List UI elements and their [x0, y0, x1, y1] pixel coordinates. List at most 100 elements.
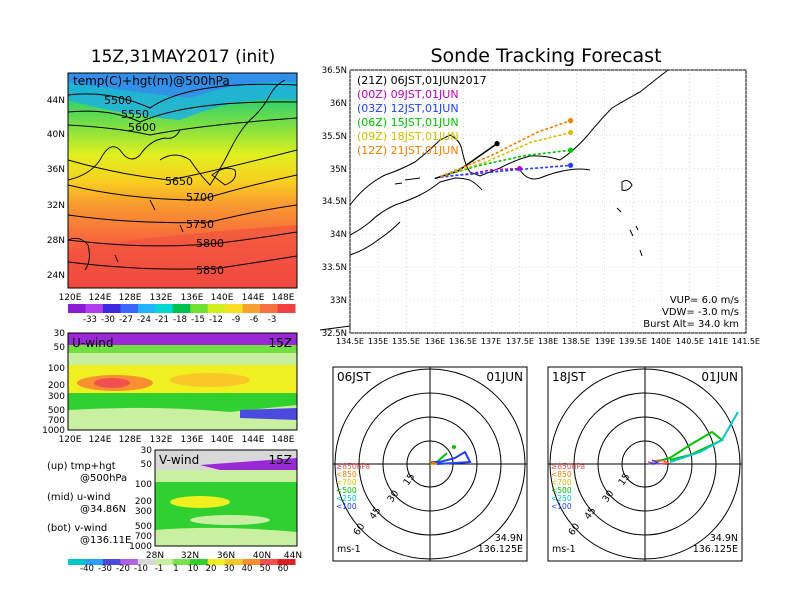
- p-tick: 200: [48, 381, 65, 391]
- p-tick: 300: [135, 507, 152, 517]
- vdw-param: VDW= -3.0 m/s: [662, 307, 739, 318]
- lat-tick: 44N: [47, 96, 65, 106]
- track-line: [440, 164, 571, 178]
- hodo-time: 18JST: [552, 370, 586, 384]
- lat-tick: 35N: [330, 165, 347, 175]
- colorbar-swatch: [155, 304, 174, 313]
- track-endpoint: [568, 147, 574, 153]
- uwind-time: 15Z: [269, 336, 293, 350]
- colorbar-swatch: [190, 559, 209, 565]
- level-lt500: <500: [336, 486, 357, 495]
- lat-tick: 36.5N: [322, 66, 347, 76]
- contour-label: 5550: [121, 108, 149, 121]
- uwind-p-ticks: 30 50 100 200 300 500 700 1000: [42, 329, 65, 436]
- track-line: [440, 167, 520, 178]
- colorbar-swatch: [225, 559, 244, 565]
- colorbar-label: -30: [98, 564, 112, 574]
- hodo-levels: ≥850hPa <850 <700 <500 <250 <100: [336, 462, 370, 511]
- lon-tick: 140.5E: [676, 337, 704, 346]
- hodo-unit: ms-1: [552, 544, 576, 555]
- lat-tick: 40N: [47, 130, 65, 140]
- colorbar-label: -27: [119, 315, 133, 325]
- colorbar-swatch: [120, 304, 139, 313]
- track-lon-ticks: 134.5E 135E 135.5E 136E 136.5E 137E 137.…: [336, 337, 760, 346]
- track-endpoint: [568, 129, 574, 136]
- colorbar-swatch: [120, 559, 139, 565]
- contour-label: 5800: [196, 237, 224, 250]
- legend-up-1: (up) tmp+hgt: [47, 461, 116, 472]
- hodo-unit: ms-1: [337, 544, 361, 555]
- colorbar-label: 50: [260, 564, 271, 574]
- hodo-lat: 34.9N: [495, 533, 523, 544]
- level-lt500: <500: [551, 486, 572, 495]
- lat-tick: 36N: [47, 165, 65, 175]
- contour-label: 5500: [104, 94, 132, 107]
- lat-tick: 34N: [330, 230, 347, 240]
- hodo-point: [452, 445, 456, 449]
- contour-label: 5850: [196, 264, 224, 277]
- colorbar-label: -30: [101, 315, 115, 325]
- p-tick: 100: [48, 364, 65, 374]
- colorbar-label: -40: [80, 564, 94, 574]
- hodo-time: 06JST: [337, 370, 371, 384]
- level-lt250: <250: [336, 494, 357, 503]
- hodo-ring-labels: 15 30 45 60: [566, 472, 632, 538]
- lon-tick: 120E: [59, 435, 82, 445]
- colorbar-label: -1: [155, 564, 163, 574]
- lon-tick: 148E: [272, 293, 295, 303]
- p-tick: 1000: [42, 426, 65, 436]
- lon-tick: 135E: [368, 337, 388, 346]
- p-tick: 1000: [129, 542, 152, 552]
- p-tick: 500: [48, 406, 65, 416]
- lon-tick: 140E: [211, 293, 234, 303]
- lon-tick: 120E: [59, 293, 82, 303]
- hodo-trace: [430, 450, 472, 465]
- colorbar-swatch: [85, 559, 104, 565]
- vup-param: VUP= 6.0 m/s: [670, 295, 739, 306]
- lon-tick: 136E: [181, 293, 204, 303]
- colorbar-swatch: [172, 559, 191, 565]
- colorbar-label: -18: [173, 315, 187, 325]
- coastline: [319, 69, 669, 331]
- launch-entry: (12Z) 21JST,01JUN: [357, 144, 459, 157]
- hodo-levels: ≥850hPa <850 <700 <500 <250 <100: [551, 462, 585, 511]
- tracking-map: (21Z) 06JST,01JUN2017 (00Z) 09JST,01JUN …: [319, 66, 760, 346]
- lon-tick: 137.5E: [506, 337, 534, 346]
- hodo-date: 01JUN: [486, 370, 523, 384]
- temp-colorbar-labels: -33 -30 -27 -24 -21 -18 -15 -12 -9 -6 -3: [83, 315, 276, 325]
- hodo-lat: 34.9N: [710, 533, 738, 544]
- lat-tick: 36N: [217, 551, 235, 561]
- hodo-date: 01JUN: [701, 370, 738, 384]
- colorbar-swatch: [85, 304, 104, 313]
- lon-tick: 144E: [242, 293, 265, 303]
- burst-param: Burst Alt= 34.0 km: [643, 319, 739, 330]
- lat-tick: 28N: [47, 236, 65, 246]
- legend-bot-2: @136.11E: [80, 535, 131, 546]
- lon-tick: 136E: [425, 337, 445, 346]
- lon-tick: 148E: [272, 435, 295, 445]
- launch-entry: (09Z) 18JST,01JUN: [357, 130, 459, 143]
- lat-tick: 24N: [47, 271, 65, 281]
- panel-legend: (up) tmp+hgt @500hPa (mid) u-wind @34.86…: [47, 461, 131, 546]
- legend-up-2: @500hPa: [80, 473, 127, 484]
- lon-tick: 139.5E: [619, 337, 647, 346]
- temp-map-label: temp(C)+hgt(m)@500hPa: [73, 74, 230, 88]
- track-params: VUP= 6.0 m/s VDW= -3.0 m/s Burst Alt= 34…: [643, 295, 739, 330]
- colorbar-swatch: [207, 559, 226, 565]
- lon-tick: 138.5E: [562, 337, 590, 346]
- lat-tick: 34.5N: [322, 197, 347, 207]
- level-lt700: <700: [551, 478, 572, 487]
- temp-map: temp(C)+hgt(m)@500hPa 5500 5550 5600 565…: [47, 72, 298, 325]
- track-endpoint: [568, 118, 574, 124]
- lon-tick: 136.5E: [449, 337, 477, 346]
- colorbar-label: -20: [116, 564, 130, 574]
- lon-tick: 141.5E: [732, 337, 760, 346]
- colorbar-swatch: [137, 559, 156, 565]
- wind-colorbar: [68, 559, 296, 565]
- uwind-lon-ticks: 120E 124E 128E 132E 136E 140E 144E 148E: [59, 435, 295, 445]
- track-endpoint: [568, 162, 574, 168]
- contour-label: 5600: [128, 121, 156, 134]
- lat-tick: 35.5N: [322, 132, 347, 142]
- lon-tick: 128E: [119, 293, 142, 303]
